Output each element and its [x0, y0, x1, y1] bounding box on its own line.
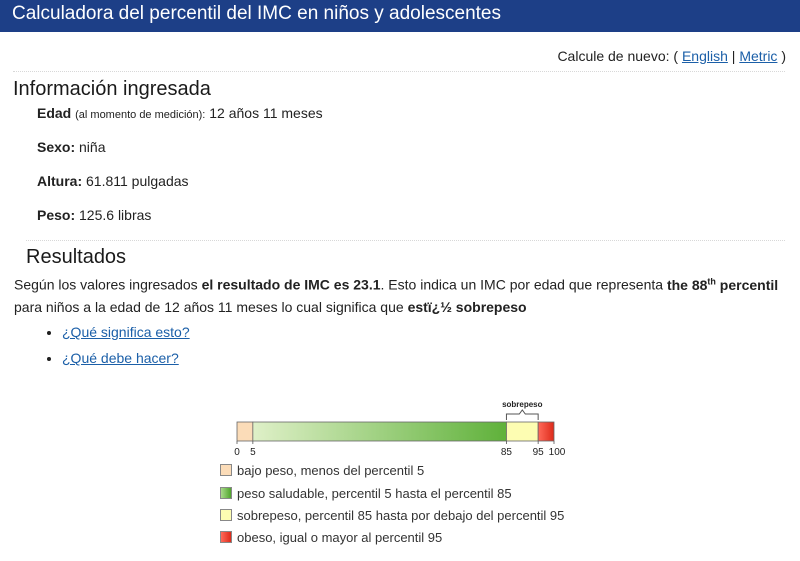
percentile-suffix: th — [707, 276, 716, 286]
english-link[interactable]: English — [681, 48, 728, 64]
what-it-means-link[interactable]: ¿Qué significa esto? — [62, 324, 190, 340]
weight-value: 125.6 libras — [79, 207, 152, 223]
height-label: Altura: — [37, 173, 83, 189]
percentile-result: the 88th percentil — [666, 276, 779, 293]
tick-label-95: 95 — [533, 447, 545, 458]
recalculate-bar: Calcule de nuevo: ( English | Metric ) — [557, 48, 786, 64]
divider-top — [13, 71, 785, 72]
list-item: ¿Qué debe hacer? — [62, 350, 190, 366]
segment-peso-saludable — [252, 421, 507, 442]
recalculate-label: Calcule de nuevo: ( — [557, 48, 679, 64]
results-text-1: Según los valores ingresados — [14, 276, 202, 293]
results-text: Según los valores ingresados el resultad… — [14, 270, 794, 318]
what-to-do-link[interactable]: ¿Qué debe hacer? — [62, 350, 179, 366]
overweight-swatch — [220, 509, 232, 521]
obese-swatch — [220, 531, 232, 543]
height-value: 61.811 pulgadas — [86, 173, 189, 189]
age-note: (al momento de medición): — [75, 109, 206, 121]
bmi-result: el resultado de IMC es 23.1 — [201, 276, 381, 293]
legend-underweight-label: bajo peso, menos del percentil 5 — [237, 463, 425, 478]
segment-obeso — [537, 421, 555, 442]
age-field: Edad (al momento de medición): 12 años 1… — [37, 105, 323, 121]
divider-results — [26, 240, 785, 241]
segment-bajo-peso — [236, 421, 254, 442]
weight-label: Peso: — [37, 207, 76, 223]
results-heading: Resultados — [26, 246, 127, 268]
percentile-word: percentil — [715, 276, 779, 293]
page-title: Calculadora del percentil del IMC en niñ… — [12, 3, 501, 24]
tick-label-5: 5 — [250, 447, 256, 458]
segment-sobrepeso — [506, 421, 539, 442]
results-text-2: . Esto indica un IMC por edad que repres… — [380, 276, 667, 293]
recalc-separator: | — [731, 48, 736, 64]
tick-label-0: 0 — [234, 447, 240, 458]
sex-field: Sexo: niña — [37, 139, 105, 155]
age-label: Edad — [37, 105, 72, 121]
legend-overweight-label: sobrepeso, percentil 85 hasta por debajo… — [237, 508, 565, 523]
legend-healthy-label: peso saludable, percentil 5 hasta el per… — [237, 486, 512, 501]
weight-field: Peso: 125.6 libras — [37, 207, 151, 223]
sex-value: niña — [79, 139, 106, 155]
recalc-close: ) — [781, 48, 786, 64]
tick-label-85: 85 — [501, 447, 513, 458]
list-item: ¿Qué significa esto? — [62, 324, 190, 340]
page-header: Calculadora del percentil del IMC en niñ… — [0, 0, 800, 32]
percentile-chart: sobrepeso 0 5 85 95 100 — [234, 400, 566, 458]
weight-status: estï¿½ sobrepeso — [407, 298, 527, 315]
results-text-3: para niños a la edad de 12 años 11 meses… — [14, 298, 408, 315]
underweight-swatch — [220, 464, 232, 476]
age-value: 12 años 11 meses — [209, 105, 323, 121]
percentile-value: the 88 — [666, 276, 708, 293]
overweight-bracket — [505, 409, 539, 420]
info-heading: Información ingresada — [13, 78, 211, 100]
legend-obese-label: obeso, igual o mayor al percentil 95 — [237, 530, 443, 545]
healthy-swatch — [220, 487, 232, 499]
help-links: ¿Qué significa esto? ¿Qué debe hacer? — [46, 324, 190, 376]
metric-link[interactable]: Metric — [739, 48, 778, 64]
tick-label-100: 100 — [549, 447, 566, 458]
bracket-label: sobrepeso — [502, 400, 543, 409]
sex-label: Sexo: — [37, 139, 76, 155]
height-field: Altura: 61.811 pulgadas — [37, 173, 189, 189]
